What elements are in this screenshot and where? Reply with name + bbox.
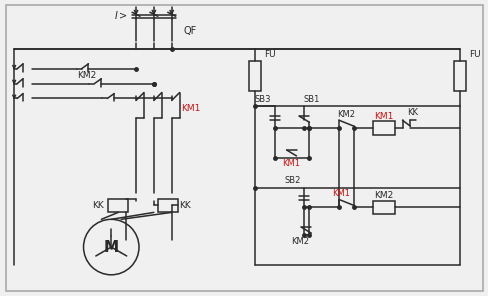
Text: SB2: SB2 — [284, 176, 300, 185]
Text: KK: KK — [92, 201, 104, 210]
Text: KM2: KM2 — [291, 237, 309, 246]
Text: KM1: KM1 — [181, 104, 201, 113]
Text: QF: QF — [183, 26, 197, 36]
Text: KM2: KM2 — [77, 71, 96, 80]
Text: KK: KK — [179, 201, 191, 210]
Text: KM1: KM1 — [331, 189, 349, 198]
Text: KK: KK — [407, 108, 418, 117]
Bar — [158, 199, 177, 213]
Bar — [372, 200, 394, 214]
Text: KM1: KM1 — [373, 112, 392, 121]
Bar — [108, 199, 128, 213]
Text: KM2: KM2 — [373, 191, 392, 200]
Text: KM1: KM1 — [282, 159, 300, 168]
Text: SB1: SB1 — [303, 95, 319, 104]
Text: FU: FU — [264, 50, 275, 59]
Bar — [453, 61, 465, 91]
Text: FU: FU — [468, 50, 480, 59]
Text: KM2: KM2 — [336, 110, 354, 119]
Text: $I>$: $I>$ — [114, 9, 128, 21]
Text: M: M — [103, 239, 119, 255]
Bar — [372, 121, 394, 135]
Bar — [248, 61, 260, 91]
Text: SB3: SB3 — [254, 95, 270, 104]
